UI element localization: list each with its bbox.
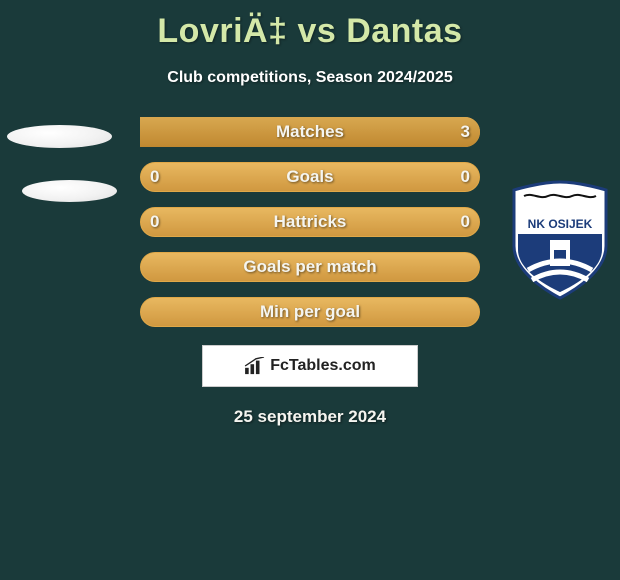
club-logo-text: NK OSIJEK bbox=[528, 217, 593, 231]
stat-label: Matches bbox=[276, 122, 344, 142]
stat-row: Matches 3 bbox=[140, 117, 480, 147]
subtitle: Club competitions, Season 2024/2025 bbox=[0, 69, 620, 87]
page-title: LovriÄ‡ vs Dantas bbox=[0, 0, 620, 51]
stat-value-left: 0 bbox=[150, 167, 159, 187]
date-label: 25 september 2024 bbox=[0, 407, 620, 427]
club-logo-right: NK OSIJEK bbox=[510, 180, 610, 300]
stat-row: 0 Hattricks 0 bbox=[140, 207, 480, 237]
stat-label: Min per goal bbox=[260, 302, 360, 322]
player-left-ellipse-2 bbox=[22, 180, 117, 202]
stat-row: Goals per match bbox=[140, 252, 480, 282]
stat-value-right: 0 bbox=[461, 167, 470, 187]
stat-value-right: 0 bbox=[461, 212, 470, 232]
stat-label: Hattricks bbox=[274, 212, 347, 232]
stat-label: Goals per match bbox=[243, 257, 376, 277]
stat-row: Min per goal bbox=[140, 297, 480, 327]
brand-attribution[interactable]: FcTables.com bbox=[202, 345, 418, 387]
player-left-ellipse-1 bbox=[7, 125, 112, 148]
stat-label: Goals bbox=[286, 167, 333, 187]
stat-value-left: 0 bbox=[150, 212, 159, 232]
bar-chart-icon bbox=[244, 357, 266, 375]
brand-text: FcTables.com bbox=[270, 357, 376, 375]
stat-row: 0 Goals 0 bbox=[140, 162, 480, 192]
stat-value-right: 3 bbox=[461, 122, 470, 142]
